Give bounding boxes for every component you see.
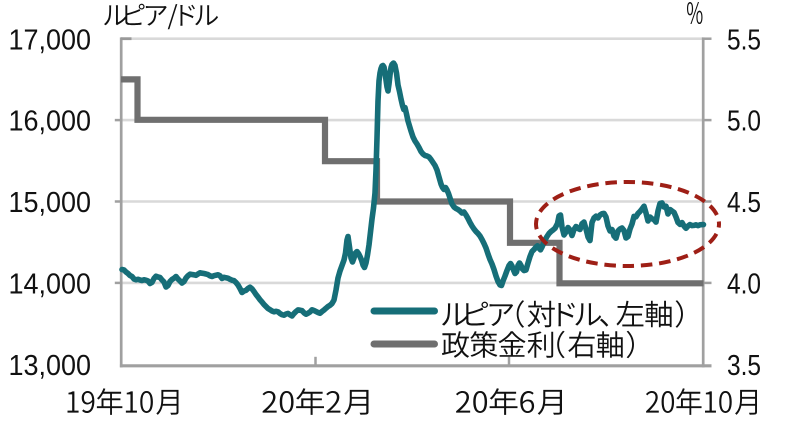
svg-text:16,000: 16,000 xyxy=(9,106,92,138)
svg-text:4.5: 4.5 xyxy=(727,187,761,219)
svg-text:17,000: 17,000 xyxy=(9,24,92,56)
svg-text:5.5: 5.5 xyxy=(727,24,761,56)
svg-text:3.5: 3.5 xyxy=(727,350,761,382)
svg-text:4.0: 4.0 xyxy=(727,269,761,301)
svg-text:5.0: 5.0 xyxy=(727,106,761,138)
svg-text:14,000: 14,000 xyxy=(9,269,92,301)
svg-text:15,000: 15,000 xyxy=(9,187,92,219)
svg-text:13,000: 13,000 xyxy=(9,350,92,382)
